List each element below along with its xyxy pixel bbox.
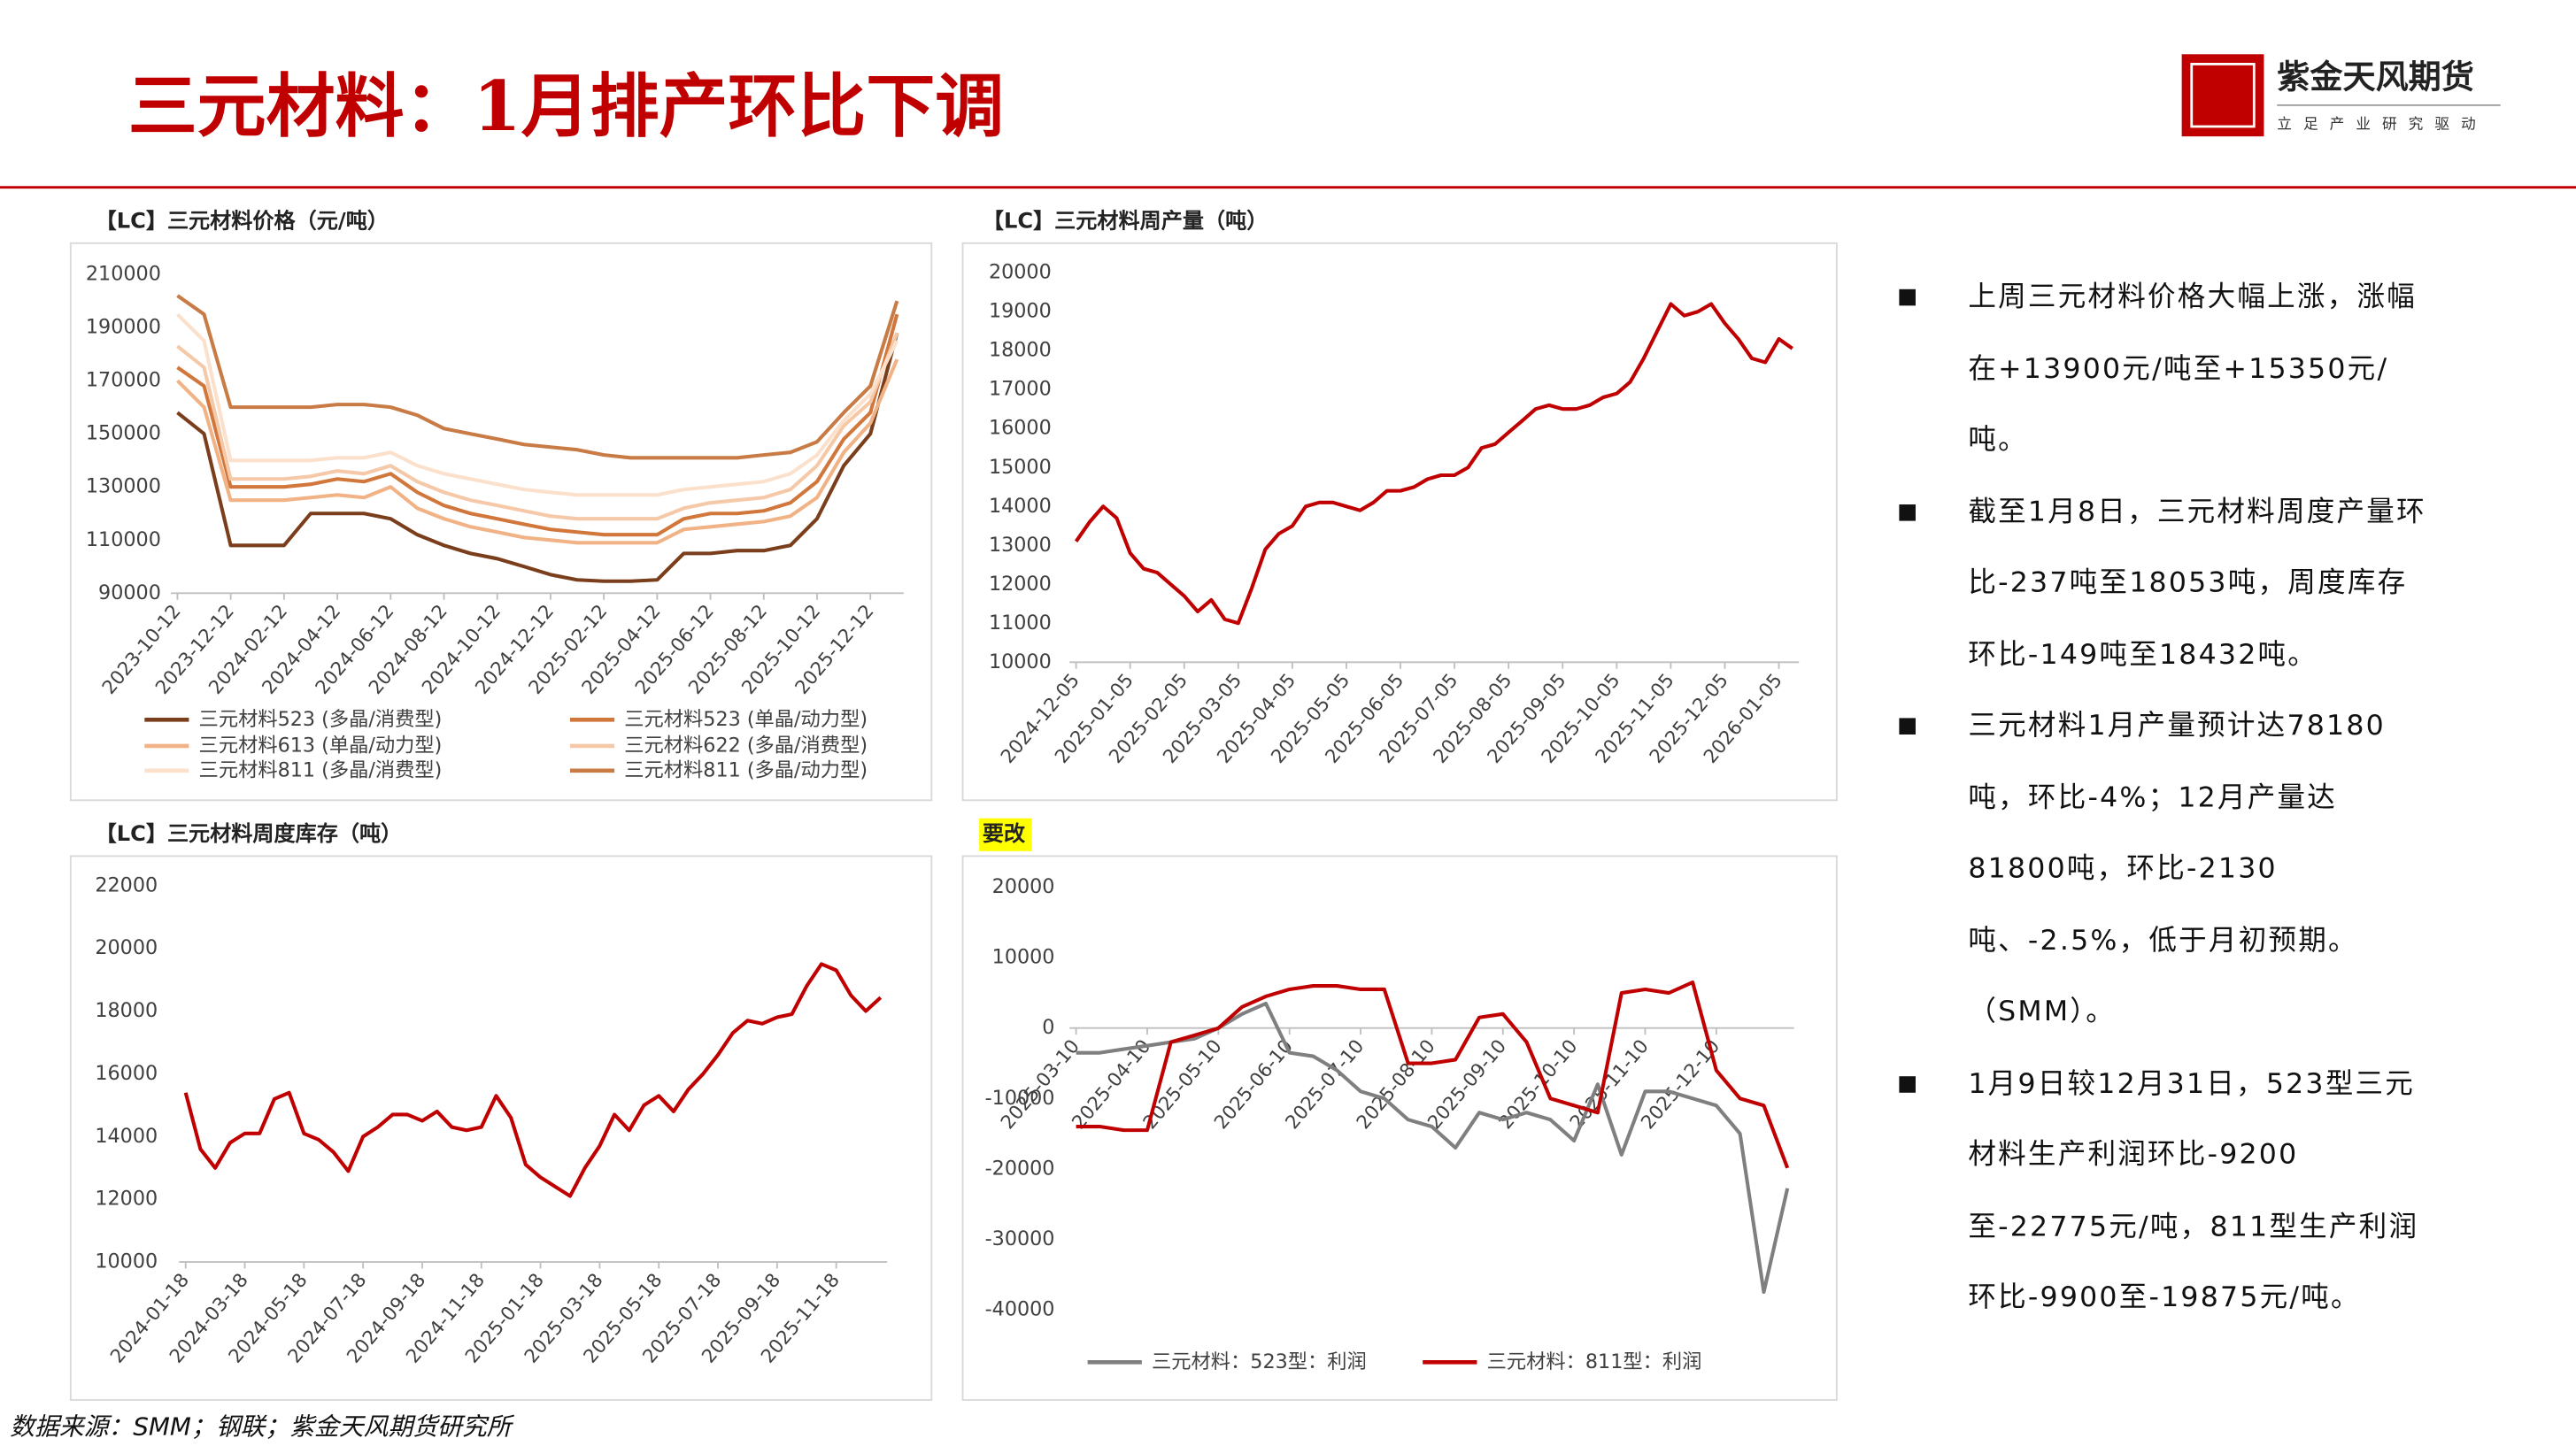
- y-tick-label: 18000: [95, 999, 158, 1022]
- series-line: [183, 962, 883, 1198]
- y-tick-label: -40000: [985, 1297, 1055, 1320]
- y-tick-label: 12000: [95, 1188, 158, 1211]
- highlight: [979, 818, 1032, 851]
- y-tick-label: 20000: [95, 936, 158, 959]
- panel-frame: [69, 242, 933, 802]
- y-tick-label: -20000: [985, 1157, 1055, 1180]
- logo-emblem: [2181, 54, 2264, 137]
- bullet: 1月9日较12月31日，523型三元材料生产利润环比-9200至-22775元/…: [1893, 1050, 2434, 1335]
- y-tick-label: 90000: [98, 581, 161, 604]
- series-line: [1076, 980, 1790, 1169]
- bullet-list: 上周三元材料价格大幅上涨，涨幅在+13900元/吨至+15350元/吨。 截至1月…: [1893, 263, 2434, 1335]
- panel-frame: [961, 855, 1838, 1401]
- bullet-text: 截至1月8日，三元材料周度产量环比-237吨至18053吨，周度库存环比-149…: [1968, 495, 2426, 672]
- y-tick-label: 13000: [989, 534, 1052, 557]
- bullet-marker: [1899, 504, 1916, 520]
- bullet: 截至1月8日，三元材料周度产量环比-237吨至18053吨，周度库存环比-149…: [1893, 477, 2434, 691]
- y-tick-label: 16000: [95, 1062, 158, 1085]
- series-line: [1074, 302, 1793, 626]
- chart-title: 【LC】三元材料周产量（吨）: [983, 209, 1269, 234]
- y-tick-label: 20000: [989, 261, 1052, 284]
- legend-label: 三元材料523 (多晶/消费型): [199, 708, 443, 731]
- y-tick-label: 10000: [992, 946, 1055, 969]
- panel-frame: [961, 242, 1838, 802]
- legend-label: 三元材料622 (多晶/消费型): [624, 734, 868, 757]
- y-tick-label: -10000: [985, 1087, 1055, 1110]
- y-tick-label: 14000: [989, 495, 1052, 518]
- y-tick-label: 10000: [95, 1250, 158, 1273]
- series-line: [176, 332, 899, 521]
- legend-label: 三元材料811 (多晶/动力型): [624, 758, 868, 781]
- legend-label: 三元材料811 (多晶/消费型): [199, 758, 443, 781]
- series-line: [176, 294, 899, 460]
- series-line: [176, 332, 899, 583]
- y-tick-label: 170000: [86, 369, 161, 392]
- bullet: 三元材料1月产量预计达78180吨，环比-4%；12月产量达81800吨，环比-…: [1893, 692, 2434, 1050]
- y-tick-label: 19000: [989, 300, 1052, 323]
- series-line: [1076, 1001, 1790, 1295]
- chart-title: 【LC】三元材料价格（元/吨）: [96, 209, 389, 234]
- legend-label: 三元材料613 (单晶/动力型): [199, 734, 443, 757]
- y-tick-label: 16000: [989, 417, 1052, 440]
- series-line: [175, 312, 899, 497]
- legend-label: 三元材料：523型：利润: [1152, 1350, 1367, 1373]
- y-tick-label: 110000: [86, 528, 161, 551]
- y-tick-label: -30000: [985, 1227, 1055, 1250]
- bullet-text: 上周三元材料价格大幅上涨，涨幅在+13900元/吨至+15350元/吨。: [1968, 281, 2418, 458]
- series-line: [176, 313, 899, 537]
- legend-label: 三元材料：811型：利润: [1487, 1350, 1702, 1373]
- y-tick-label: 20000: [992, 875, 1055, 898]
- bullet-text: 三元材料1月产量预计达78180吨，环比-4%；12月产量达81800吨，环比-…: [1968, 710, 2386, 1029]
- y-tick-label: 0: [1042, 1016, 1054, 1039]
- slide-title: 三元材料：1月排产环比下调: [128, 66, 1004, 147]
- bullet-text: 1月9日较12月31日，523型三元材料生产利润环比-9200至-22775元/…: [1968, 1066, 2419, 1315]
- y-tick-label: 12000: [989, 573, 1052, 596]
- legend-label: 三元材料523 (单晶/动力型): [624, 708, 868, 731]
- y-tick-label: 130000: [86, 475, 161, 498]
- source-note: 数据来源：SMM；钢联；紫金天风期货研究所: [10, 1412, 515, 1442]
- y-tick-label: 11000: [989, 611, 1052, 635]
- series-line: [175, 358, 899, 545]
- bullet-marker: [1899, 288, 1916, 306]
- y-tick-label: 190000: [86, 316, 161, 339]
- y-tick-label: 17000: [989, 378, 1052, 401]
- logo-emblem-frame: [2190, 63, 2256, 128]
- y-tick-label: 18000: [989, 339, 1052, 362]
- y-tick-label: 14000: [95, 1125, 158, 1148]
- y-tick-label: 210000: [86, 263, 161, 286]
- logo-brand: 紫金天风期货: [2277, 58, 2474, 96]
- bullet: 上周三元材料价格大幅上涨，涨幅在+13900元/吨至+15350元/吨。: [1893, 263, 2434, 477]
- chart-title: 要改: [983, 821, 1026, 846]
- logo-slogan: 立足产业研究驱动: [2277, 115, 2487, 133]
- panel-frame: [69, 855, 933, 1401]
- bullet-marker: [1899, 1075, 1916, 1092]
- y-tick-label: 10000: [989, 650, 1052, 673]
- y-tick-label: 22000: [95, 873, 158, 896]
- y-tick-label: 15000: [989, 456, 1052, 479]
- y-tick-label: 150000: [86, 422, 161, 445]
- bullet-marker: [1899, 718, 1916, 735]
- chart-title: 【LC】三元材料周度库存（吨）: [96, 821, 403, 846]
